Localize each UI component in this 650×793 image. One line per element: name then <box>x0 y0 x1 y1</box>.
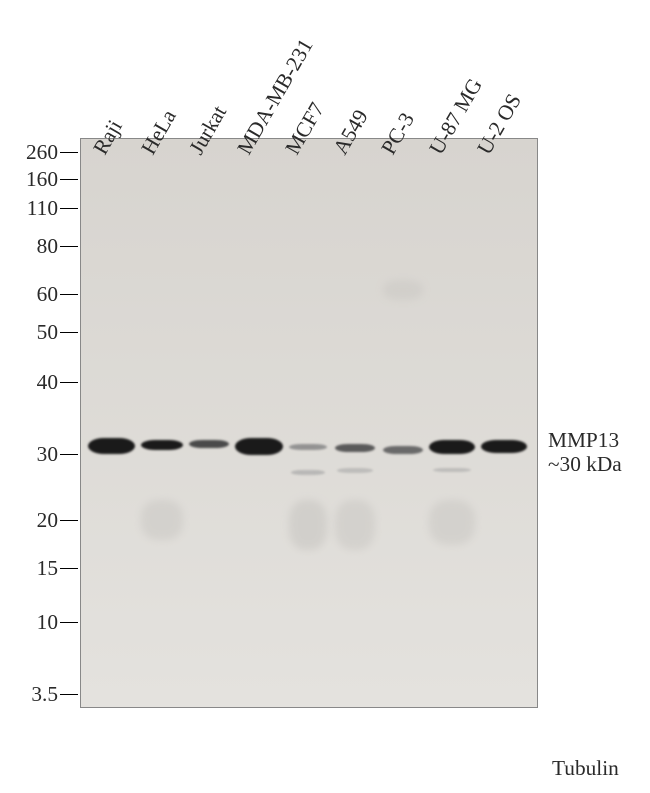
mw-tick <box>60 454 78 455</box>
smear <box>289 500 327 550</box>
mw-label: 10 <box>0 610 58 635</box>
mw-tick <box>60 694 78 695</box>
band <box>289 444 327 450</box>
mw-tick <box>60 246 78 247</box>
mw-label: 50 <box>0 320 58 345</box>
mw-tick <box>60 152 78 153</box>
band <box>141 440 183 450</box>
mw-tick <box>60 568 78 569</box>
mw-tick <box>60 520 78 521</box>
mw-label: 3.5 <box>0 682 58 707</box>
mw-label: 40 <box>0 370 58 395</box>
band <box>189 440 229 448</box>
mw-tick <box>60 294 78 295</box>
mw-tick <box>60 208 78 209</box>
target-label: MMP13 <box>548 428 619 453</box>
tubulin-text: Tubulin <box>552 756 619 780</box>
band <box>433 468 471 472</box>
mw-tick <box>60 332 78 333</box>
mw-tick <box>60 179 78 180</box>
mw-tick <box>60 382 78 383</box>
mw-label: 260 <box>0 140 58 165</box>
mw-label: 110 <box>0 196 58 221</box>
smear <box>141 500 183 540</box>
mw-label: 20 <box>0 508 58 533</box>
mw-label: 160 <box>0 167 58 192</box>
target-label: ~30 kDa <box>548 452 622 477</box>
smear <box>383 280 423 300</box>
mw-label: 15 <box>0 556 58 581</box>
band <box>481 440 527 453</box>
western-blot-figure: RajiHeLaJurkatMDA-MB-231MCF7A549PC-3U-87… <box>0 0 650 793</box>
band <box>429 440 475 454</box>
mw-label: 60 <box>0 282 58 307</box>
band <box>88 438 135 454</box>
blot-membrane <box>80 138 538 708</box>
band <box>335 444 375 452</box>
loading-control-label: Tubulin <box>552 756 619 781</box>
band <box>291 470 325 475</box>
mw-tick <box>60 622 78 623</box>
smear <box>429 500 475 545</box>
band <box>383 446 423 454</box>
band <box>235 438 283 455</box>
band <box>337 468 373 473</box>
smear <box>335 500 375 550</box>
mw-label: 30 <box>0 442 58 467</box>
mw-label: 80 <box>0 234 58 259</box>
